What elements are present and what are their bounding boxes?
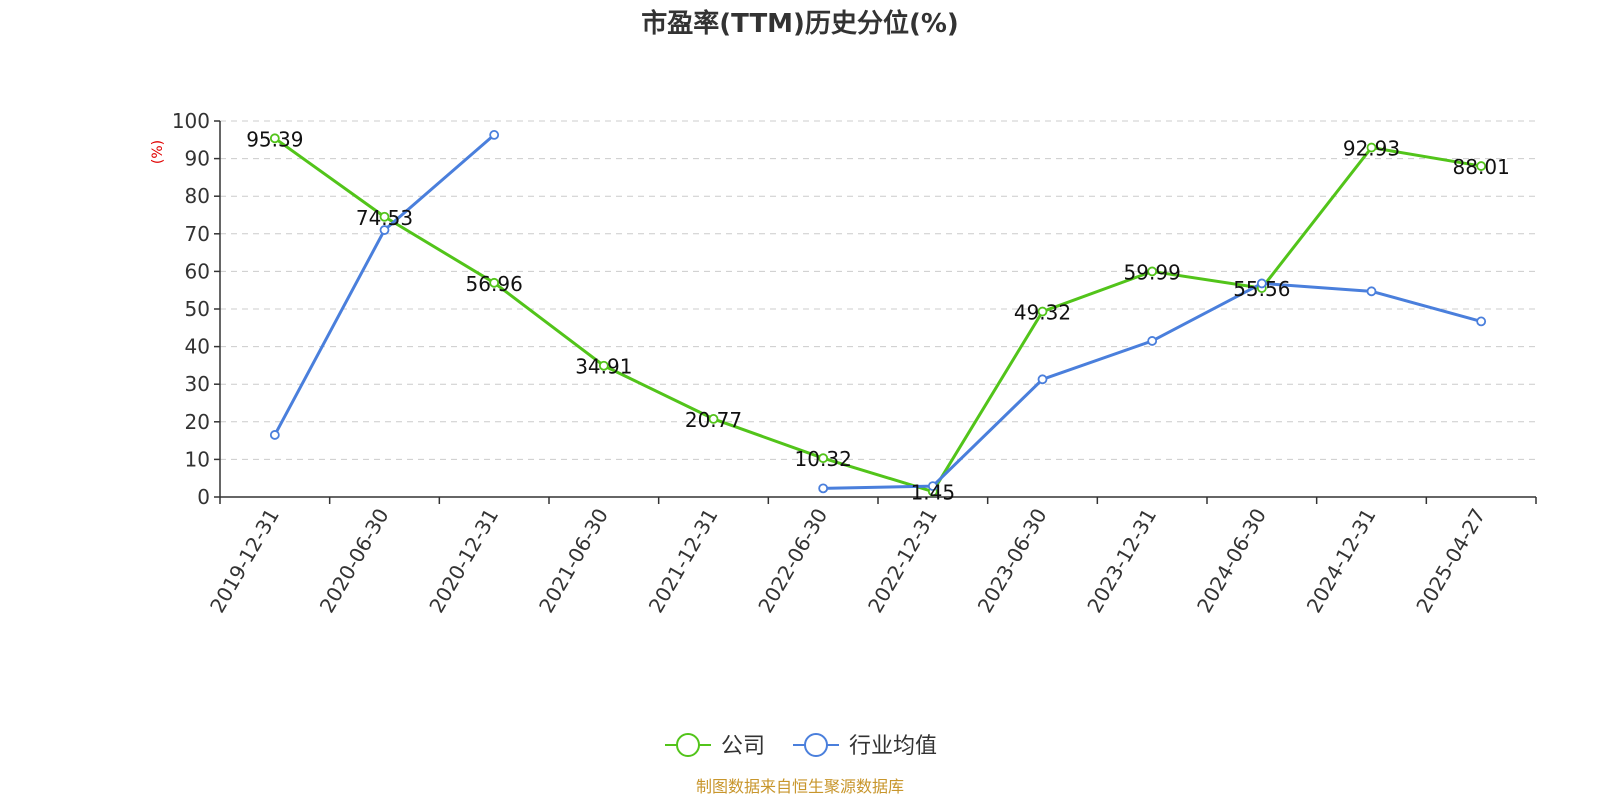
data-label: 34.91 xyxy=(575,355,632,379)
data-point-0[interactable] xyxy=(379,211,390,222)
data-label: 49.32 xyxy=(1014,301,1071,325)
data-label: 88.01 xyxy=(1453,155,1510,179)
data-point-0[interactable] xyxy=(598,360,609,371)
data-label: 92.93 xyxy=(1343,137,1400,161)
data-point-0[interactable] xyxy=(269,133,280,144)
x-tick-label: 2022-12-31 xyxy=(863,504,942,617)
data-point-0[interactable] xyxy=(1037,306,1048,317)
data-label: 1.45 xyxy=(911,481,956,505)
x-tick-label: 2022-06-30 xyxy=(753,504,832,617)
series-lines xyxy=(269,130,1487,497)
data-point-1[interactable] xyxy=(818,483,829,494)
y-axis-label: (%) xyxy=(150,140,166,164)
data-point-0[interactable] xyxy=(1366,142,1377,153)
x-tick-label: 2025-04-27 xyxy=(1411,504,1490,617)
legend-item-0[interactable]: 公司 xyxy=(665,733,765,759)
data-point-0[interactable] xyxy=(1147,266,1158,277)
y-tick-label: 90 xyxy=(185,147,210,171)
y-tick-label: 80 xyxy=(185,184,210,208)
data-point-0[interactable] xyxy=(489,277,500,288)
x-tick-label: 2023-12-31 xyxy=(1082,504,1161,617)
y-tick-label: 20 xyxy=(185,410,210,434)
data-point-0[interactable] xyxy=(818,453,829,464)
legend[interactable]: 公司 行业均值 xyxy=(665,733,937,759)
data-point-1[interactable] xyxy=(927,481,938,491)
y-tick-label: 0 xyxy=(197,485,210,509)
x-tick-label: 2020-06-30 xyxy=(315,504,394,617)
data-label: 56.96 xyxy=(466,272,523,296)
data-label: 95.39 xyxy=(246,127,303,151)
x-tick-label: 2024-12-31 xyxy=(1302,504,1381,617)
x-tick-label: 2021-12-31 xyxy=(644,504,723,617)
data-point-1[interactable] xyxy=(1256,278,1267,289)
source-note: 制图数据来自恒生聚源数据库 xyxy=(696,777,904,796)
legend-label: 行业均值 xyxy=(849,734,937,759)
series-line-1 xyxy=(823,281,1482,490)
y-tick-label: 30 xyxy=(185,372,210,396)
y-tick-label: 60 xyxy=(185,259,210,283)
data-point-1[interactable] xyxy=(489,130,500,140)
data-label: 74.53 xyxy=(356,206,413,230)
data-label: 10.32 xyxy=(795,447,852,471)
series-line-1 xyxy=(273,133,496,436)
data-labels: 95.39 74.53 56.96 34.91 20.77 10.32 1.45 49.32 5… xyxy=(246,127,1510,504)
y-tick-label: 10 xyxy=(185,447,210,471)
data-point-1[interactable] xyxy=(379,225,390,235)
data-point-1[interactable] xyxy=(269,430,280,440)
y-tick-label: 100 xyxy=(172,109,210,133)
axes: 0 10 20 30 40 50 60 70 80 90 100 2019-12-31 2020-06-… xyxy=(172,109,1537,617)
legend-item-1[interactable]: 行业均值 xyxy=(793,733,937,759)
x-tick-label: 2021-06-30 xyxy=(534,504,613,617)
data-point-1[interactable] xyxy=(1147,336,1158,346)
data-point-1[interactable] xyxy=(1366,286,1377,297)
data-point-0[interactable] xyxy=(708,414,719,424)
y-tick-label: 50 xyxy=(185,297,210,321)
x-tick-label: 2020-12-31 xyxy=(424,504,503,617)
x-tick-label: 2024-06-30 xyxy=(1192,504,1271,617)
x-tick-label: 2023-06-30 xyxy=(973,504,1052,617)
x-tick-label: 2019-12-31 xyxy=(205,504,284,617)
data-label: 55.56 xyxy=(1233,277,1290,301)
chart-title: 市盈率(TTM)历史分位(%) xyxy=(641,8,959,39)
data-label: 59.99 xyxy=(1124,260,1181,284)
legend-marker xyxy=(804,733,828,757)
y-tick-label: 70 xyxy=(185,222,210,246)
data-point-1[interactable] xyxy=(1476,316,1487,327)
data-point-0[interactable] xyxy=(1476,161,1487,171)
data-point-1[interactable] xyxy=(1037,374,1048,385)
series-line-0 xyxy=(273,137,1482,494)
legend-marker xyxy=(676,733,700,757)
legend-label: 公司 xyxy=(721,734,765,759)
y-tick-label: 40 xyxy=(185,335,210,359)
data-label: 20.77 xyxy=(685,408,742,432)
